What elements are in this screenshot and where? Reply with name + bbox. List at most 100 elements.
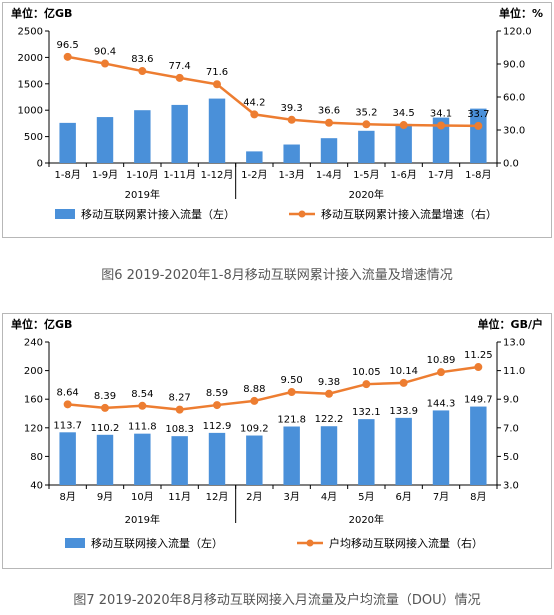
bar (358, 130, 375, 163)
line-value-label: 11.25 (464, 350, 493, 361)
chart-2-caption: 图7 2019-2020年8月移动互联网接入月流量及户均流量（DOU）情况 (73, 593, 481, 608)
left-tick-label: 240 (24, 338, 43, 349)
line-point (250, 110, 259, 119)
x-category-label: 9月 (97, 491, 113, 503)
right-tick-label: 7.0 (503, 423, 519, 434)
bar-value-label: 149.7 (464, 395, 493, 406)
legend-bar-label: 移动互联网接入流量（左） (91, 536, 223, 550)
legend-line-label: 户均移动互联网接入流量（右） (329, 536, 483, 550)
year-label-2019: 2019年 (125, 188, 160, 201)
bar (395, 417, 412, 485)
line-point (474, 363, 483, 372)
bar-value-label: 110.2 (91, 423, 120, 434)
bar-value-label: 132.1 (352, 407, 381, 418)
series-line (67, 55, 479, 128)
left-tick-label: 200 (24, 366, 43, 377)
line-value-label: 83.6 (131, 54, 153, 65)
legend-bar-swatch (55, 209, 75, 219)
bar (283, 426, 300, 485)
line-value-label: 9.38 (318, 377, 340, 388)
line-point (213, 401, 221, 410)
bar-value-label: 112.9 (203, 421, 232, 432)
bar (320, 426, 338, 485)
bar-value-label: 121.8 (277, 415, 306, 426)
line-point (325, 389, 333, 398)
bar (171, 104, 188, 163)
x-category-label: 1-11月 (163, 169, 196, 181)
x-category-label: 2月 (246, 491, 262, 503)
x-category-label: 11月 (168, 491, 191, 503)
legend-bar-swatch (65, 538, 85, 548)
bar (246, 435, 263, 485)
line-point (213, 80, 221, 89)
bar (134, 433, 151, 485)
left-tick-label: 1500 (18, 79, 43, 90)
bar (246, 151, 263, 163)
line-value-label: 44.2 (243, 97, 265, 108)
x-category-label: 1-12月 (201, 169, 234, 181)
legend-bar-label: 移动互联网累计接入流量（左） (81, 207, 235, 221)
bar (208, 432, 226, 485)
line-value-label: 10.14 (389, 366, 418, 377)
bar (134, 110, 151, 163)
left-axis-unit: 单位：亿GB (11, 6, 72, 20)
bar (470, 406, 487, 485)
x-category-label: 1-2月 (241, 169, 267, 181)
right-axis-unit: 单位：% (499, 6, 543, 20)
line-point (437, 121, 445, 130)
bar (171, 436, 188, 485)
x-category-label: 1-8月 (54, 169, 80, 181)
line-value-label: 77.4 (169, 61, 191, 72)
line-value-label: 8.64 (57, 387, 79, 398)
chart-2-frame: 单位：亿GB 单位：GB/户 40 80 120 160 200 240 3.0 5.0 7.0 9.… (2, 313, 552, 569)
right-tick-label: 60.0 (503, 93, 525, 104)
line-value-label: 8.39 (94, 391, 116, 402)
bar-value-label: 122.2 (315, 414, 344, 425)
line-point (287, 115, 296, 124)
x-category-label: 6月 (395, 491, 411, 503)
line-value-label: 8.54 (131, 389, 153, 400)
line-point (250, 396, 259, 405)
left-tick-label: 2500 (18, 27, 43, 38)
x-category-label: 1-6月 (390, 169, 416, 181)
line-value-label: 34.1 (430, 108, 452, 119)
line-point (138, 67, 147, 76)
bar-value-label: 144.3 (427, 398, 456, 409)
legend-line-marker (306, 539, 314, 547)
left-tick-label: 500 (24, 132, 43, 143)
right-tick-label: 120.0 (503, 27, 532, 38)
line-value-label: 71.6 (206, 67, 228, 78)
x-category-label: 1-5月 (353, 169, 379, 181)
bar (320, 138, 338, 163)
left-tick-label: 2000 (18, 53, 43, 64)
bar (208, 98, 226, 163)
line-point (287, 388, 296, 397)
bar (283, 144, 300, 163)
line-point (175, 73, 184, 82)
left-tick-label: 120 (24, 423, 43, 434)
x-category-label: 1-10月 (126, 169, 159, 181)
bar (59, 122, 76, 163)
year-label-2020: 2020年 (349, 188, 384, 201)
bar-value-label: 109.2 (240, 424, 269, 435)
x-category-label: 3月 (283, 491, 299, 503)
bar (59, 432, 76, 485)
bar (358, 419, 375, 485)
line-value-label: 10.05 (352, 367, 381, 378)
x-category-label: 4月 (321, 491, 337, 503)
line-value-label: 90.4 (94, 47, 116, 58)
line-point (399, 121, 408, 130)
bar (96, 117, 114, 163)
line-value-label: 36.6 (318, 106, 340, 117)
x-category-label: 1-9月 (92, 169, 118, 181)
right-tick-label: 13.0 (503, 338, 525, 349)
x-category-label: 5月 (358, 491, 374, 503)
year-label-2019: 2019年 (125, 513, 160, 526)
line-value-label: 35.2 (355, 107, 377, 118)
bar (395, 123, 412, 163)
line-value-label: 34.5 (393, 108, 415, 119)
line-point (325, 118, 333, 127)
bar (432, 410, 450, 485)
right-tick-label: 3.0 (503, 481, 519, 492)
